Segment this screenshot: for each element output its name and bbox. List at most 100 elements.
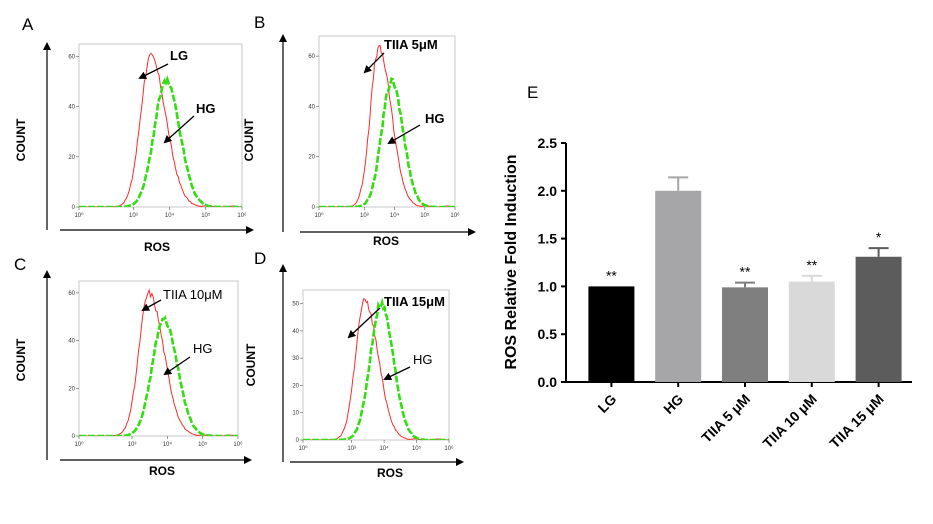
y-tick-label: 40 (68, 105, 75, 111)
bar-chart-e: 0.0 0.5 1.0 1.5 2.0 2.5 ** LG HG ** TIIA 5 μM ** TII… (503, 135, 912, 451)
annotation-arrow (383, 366, 411, 381)
x-tick-label: 10³ (347, 446, 356, 452)
bar-3 (788, 281, 835, 382)
histogram-panel-c: 0 20 40 60 10⁰ 10³ 10⁴ 10⁵ 10⁶ COUNT ROS TIIA 10μM H… (14, 270, 252, 478)
series-line-red (319, 44, 455, 207)
x-tick-label: 10⁴ (390, 212, 400, 219)
x-tick-label: 10⁵ (198, 441, 208, 448)
y-tick-label: 60 (68, 291, 75, 297)
bar-4 (855, 256, 902, 382)
bar-category-label: LG (594, 391, 619, 416)
y-tick-label: 0 (312, 205, 316, 211)
annotation-label: HG (425, 111, 445, 126)
series-line-red (79, 288, 238, 436)
x-axis-label: ROS (377, 466, 403, 480)
annotation-label: TIIA 15μM (384, 294, 445, 309)
bar-2 (722, 287, 768, 382)
bar-category-label: TIIA 5 μM (698, 391, 753, 446)
y-tick-label: 60 (308, 54, 315, 60)
panel-letter-a: A (22, 15, 34, 34)
significance-marker: ** (740, 264, 751, 280)
significance-marker: ** (606, 267, 617, 283)
y-tick-label: 50 (292, 302, 299, 308)
x-axis-label: ROS (149, 464, 175, 478)
series-line-green (319, 77, 455, 207)
x-tick-label: 10⁴ (165, 212, 175, 219)
x-tick-label: 10⁰ (74, 441, 84, 448)
annotation-arrow (363, 52, 385, 74)
y-tick-label: 20 (68, 386, 75, 392)
bar-category-label: TIIA 10 μM (759, 391, 819, 451)
histogram-panel-a: 0 20 40 60 10⁰ 10³ 10⁴ 10⁵ 10⁶ COUNT ROS LG HG (14, 42, 254, 254)
y-axis-label: COUNT (14, 338, 28, 381)
y-tick-label: 10 (292, 411, 299, 417)
x-tick-label: 10⁶ (237, 212, 247, 219)
bar-y-tick-label: 1.5 (538, 231, 558, 247)
x-tick-label: 10⁵ (412, 445, 422, 452)
bar-1 (655, 190, 702, 382)
annotation-label: TIIA 10μM (163, 287, 223, 302)
series-line-red (79, 52, 242, 207)
annotation-arrow (138, 63, 169, 79)
plot-frame (318, 35, 456, 208)
x-tick-label: 10³ (129, 213, 138, 219)
histogram-panel-d: 0 10 20 30 40 50 10⁰ 10³ 10⁴ 10⁵ 10⁶ COUNT ROS TIIA 1… (244, 264, 464, 480)
y-tick-label: 60 (68, 55, 75, 61)
annotation-arrow (163, 356, 191, 376)
bar-y-axis-label: ROS Relative Fold Induction (503, 154, 520, 369)
significance-marker: * (876, 229, 882, 245)
x-tick-label: 10⁴ (379, 445, 389, 452)
annotation-arrow (163, 115, 195, 144)
x-axis-label: ROS (373, 234, 399, 248)
x-tick-label: 10⁶ (444, 445, 454, 452)
y-tick-label: 40 (308, 104, 315, 110)
annotation-arrow (347, 307, 381, 339)
bar-y-tick-label: 2.0 (538, 183, 558, 199)
x-tick-label: 10⁰ (74, 212, 84, 219)
plot-frame (78, 43, 243, 208)
x-tick-label: 10⁶ (450, 212, 460, 219)
annotation-label: HG (413, 352, 433, 367)
y-tick-label: 40 (68, 339, 75, 345)
plot-frame (302, 289, 450, 441)
x-tick-label: 10⁰ (314, 212, 324, 219)
y-axis-label: COUNT (242, 118, 256, 161)
bar-category-label: HG (660, 391, 686, 417)
series-line-green (79, 315, 238, 436)
bar-y-tick-label: 0.0 (538, 374, 558, 390)
y-tick-label: 0 (72, 434, 76, 440)
annotation-arrow (141, 299, 162, 311)
plot-frame (78, 280, 239, 437)
bar-category-label: TIIA 15 μM (826, 391, 886, 451)
panel-letter-b: B (254, 13, 265, 32)
annotation-label: TIIA 5μM (384, 37, 438, 52)
x-tick-label: 10⁰ (298, 445, 308, 452)
y-tick-label: 20 (308, 155, 315, 161)
y-tick-label: 0 (72, 205, 76, 211)
x-tick-label: 10⁶ (233, 441, 243, 448)
y-tick-label: 0 (296, 438, 300, 444)
y-tick-label: 30 (292, 356, 299, 362)
x-tick-label: 10⁵ (201, 212, 211, 219)
y-axis-label: COUNT (244, 343, 258, 386)
bar-y-tick-label: 1.0 (538, 278, 558, 294)
annotation-label: LG (170, 48, 188, 63)
annotation-label: HG (196, 101, 216, 116)
series-line-green (79, 75, 242, 207)
x-tick-label: 10⁵ (420, 212, 430, 219)
bar-y-tick-label: 0.5 (538, 326, 558, 342)
panel-letter-c: C (14, 255, 26, 274)
y-tick-label: 20 (292, 383, 299, 389)
histogram-panel-b: 0 20 40 60 10⁰ 10³ 10⁴ 10⁵ 10⁶ COUNT ROS TIIA 5μM HG (242, 34, 476, 248)
bar-y-tick-label: 2.5 (538, 135, 558, 151)
annotation-arrow (387, 124, 421, 145)
x-tick-label: 10³ (128, 442, 137, 448)
series-line-red (303, 298, 449, 440)
series-line-green (303, 297, 449, 440)
annotation-label: HG (193, 341, 213, 356)
x-tick-label: 10³ (360, 213, 369, 219)
y-axis-label: COUNT (14, 118, 28, 161)
y-tick-label: 20 (68, 155, 75, 161)
panel-letter-d: D (254, 249, 266, 268)
